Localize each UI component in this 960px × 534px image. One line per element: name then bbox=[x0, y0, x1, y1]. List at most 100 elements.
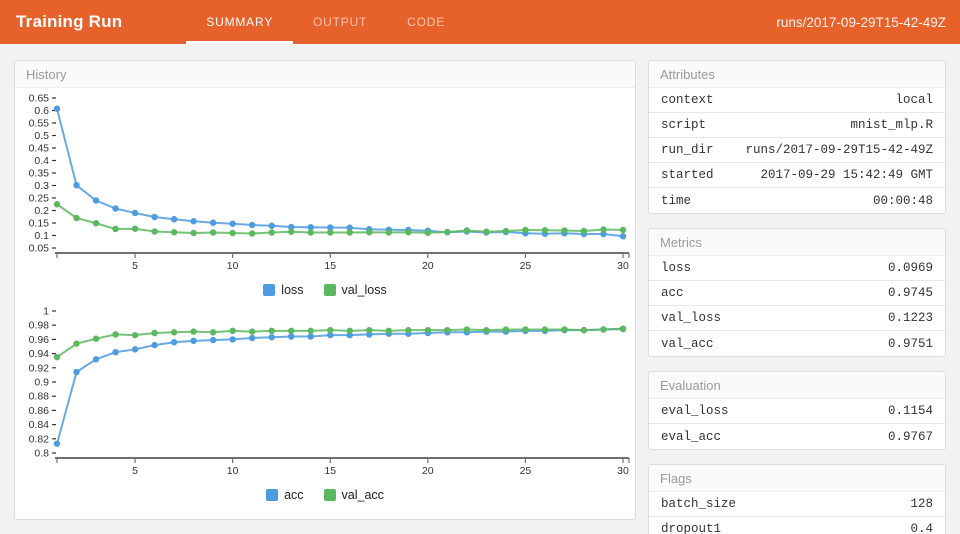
table-row: val_loss 0.1223 bbox=[649, 306, 945, 331]
table-row: eval_loss 0.1154 bbox=[649, 399, 945, 424]
row-value: mnist_mlp.R bbox=[850, 118, 933, 132]
top-bar: Training Run SUMMARY OUTPUT CODE runs/2017… bbox=[0, 0, 960, 44]
legend-item-val_loss[interactable]: val_loss bbox=[323, 283, 387, 297]
tab-summary[interactable]: SUMMARY bbox=[186, 0, 294, 44]
svg-text:15: 15 bbox=[324, 260, 336, 272]
svg-text:10: 10 bbox=[227, 465, 239, 477]
table-row: eval_acc 0.9767 bbox=[649, 424, 945, 449]
legend-swatch-icon bbox=[323, 489, 336, 501]
row-value: 0.9767 bbox=[887, 429, 933, 444]
svg-text:0.96: 0.96 bbox=[29, 334, 50, 346]
row-key: batch_size bbox=[661, 497, 737, 511]
card-title: Evaluation bbox=[649, 372, 945, 399]
history-charts: 0.65 0.6 0.55 0.5 0.45 0.4 0.35 0.3 0.25 0.2 0.15 0… bbox=[15, 88, 635, 506]
row-key: val_loss bbox=[661, 311, 722, 325]
row-value: local bbox=[895, 93, 933, 107]
loss-history-plot: 0.650.60.550.50.450.40.350.30.250.20.150… bbox=[29, 93, 630, 272]
accuracy-history-chart: 1 0.98 0.96 0.94 0.92 0.9 0.88 0.86 0.84 0.82 0.8 5… bbox=[15, 301, 635, 506]
card-title: Attributes bbox=[649, 61, 945, 88]
row-key: val_acc bbox=[661, 336, 714, 351]
card-metrics: Metrics loss 0.0969 acc 0.9745 val_loss 0.1223… bbox=[648, 228, 946, 357]
legend-item-val_acc[interactable]: val_acc bbox=[323, 488, 384, 502]
svg-text:15: 15 bbox=[324, 465, 336, 477]
svg-text:0.4: 0.4 bbox=[34, 155, 49, 167]
svg-text:25: 25 bbox=[520, 465, 532, 477]
svg-text:0.92: 0.92 bbox=[29, 362, 50, 374]
table-row: batch_size 128 bbox=[649, 492, 945, 517]
svg-text:0.84: 0.84 bbox=[29, 419, 50, 431]
svg-text:30: 30 bbox=[617, 260, 629, 272]
svg-text:0.3: 0.3 bbox=[34, 180, 49, 192]
row-value: 128 bbox=[910, 497, 933, 511]
svg-text:0.65: 0.65 bbox=[29, 93, 50, 105]
legend-label: val_acc bbox=[341, 488, 384, 502]
legend-item-acc[interactable]: acc bbox=[266, 488, 304, 502]
svg-text:20: 20 bbox=[422, 465, 434, 477]
row-value: 0.0969 bbox=[887, 261, 933, 275]
svg-text:0.05: 0.05 bbox=[29, 243, 50, 255]
svg-text:0.6: 0.6 bbox=[34, 105, 49, 117]
card-evaluation: Evaluation eval_loss 0.1154 eval_acc 0.9767 bbox=[648, 371, 946, 450]
tab-output[interactable]: OUTPUT bbox=[313, 15, 368, 29]
svg-text:0.45: 0.45 bbox=[29, 143, 50, 155]
svg-text:0.9: 0.9 bbox=[34, 377, 49, 389]
table-row: time 00:00:48 bbox=[649, 188, 945, 213]
card-flags: Flags batch_size 128 dropout1 0.4 bbox=[648, 464, 946, 534]
row-value: 0.1223 bbox=[887, 311, 933, 325]
row-value: 0.9751 bbox=[887, 336, 933, 351]
legend-swatch-icon bbox=[323, 284, 336, 296]
svg-text:0.55: 0.55 bbox=[29, 118, 50, 130]
legend-swatch-icon bbox=[266, 489, 279, 501]
svg-text:20: 20 bbox=[422, 260, 434, 272]
legend-label: acc bbox=[284, 488, 304, 502]
svg-text:0.94: 0.94 bbox=[29, 348, 50, 360]
accuracy-history-plot: 1 0.98 0.96 0.94 0.92 0.9 0.88 0.86 0.84 0.82 0.8 5… bbox=[29, 306, 630, 477]
svg-text:0.1: 0.1 bbox=[34, 230, 49, 242]
tab-code[interactable]: CODE bbox=[407, 15, 446, 29]
table-row: acc 0.9745 bbox=[649, 281, 945, 306]
row-key: eval_loss bbox=[661, 404, 729, 418]
svg-text:0.15: 0.15 bbox=[29, 218, 50, 230]
row-key: eval_acc bbox=[661, 429, 722, 444]
row-key: time bbox=[661, 193, 692, 208]
row-key: loss bbox=[661, 261, 692, 275]
loss-history-legend: loss val_loss bbox=[19, 279, 631, 301]
table-row: context local bbox=[649, 88, 945, 113]
svg-text:0.82: 0.82 bbox=[29, 433, 50, 445]
history-panel-title: History bbox=[15, 61, 635, 88]
row-value: 0.4 bbox=[910, 522, 933, 534]
legend-swatch-icon bbox=[263, 284, 276, 296]
table-row: script mnist_mlp.R bbox=[649, 113, 945, 138]
svg-text:25: 25 bbox=[520, 260, 532, 272]
row-value: runs/2017-09-29T15-42-49Z bbox=[745, 143, 933, 157]
accuracy-history-legend: acc val_acc bbox=[19, 484, 631, 506]
svg-text:0.88: 0.88 bbox=[29, 391, 50, 403]
svg-text:0.25: 0.25 bbox=[29, 193, 50, 205]
svg-text:0.35: 0.35 bbox=[29, 168, 50, 180]
row-value: 00:00:48 bbox=[872, 193, 933, 208]
row-value: 0.1154 bbox=[887, 404, 933, 418]
svg-text:10: 10 bbox=[227, 260, 239, 272]
row-key: run_dir bbox=[661, 143, 714, 157]
legend-label: loss bbox=[281, 283, 304, 297]
svg-text:5: 5 bbox=[132, 465, 138, 477]
svg-text:0.2: 0.2 bbox=[34, 205, 49, 217]
history-panel: History 0.65 0.6 0.55 0.5 0.45 0.4 0.35 0.3 0.25… bbox=[14, 60, 636, 520]
tab-bar: SUMMARY OUTPUT CODE bbox=[186, 0, 465, 44]
svg-text:0.98: 0.98 bbox=[29, 320, 50, 332]
table-row: started 2017-09-29 15:42:49 GMT bbox=[649, 163, 945, 188]
card-title: Flags bbox=[649, 465, 945, 492]
row-key: script bbox=[661, 118, 707, 132]
table-row: val_acc 0.9751 bbox=[649, 331, 945, 356]
svg-text:30: 30 bbox=[617, 465, 629, 477]
legend-item-loss[interactable]: loss bbox=[263, 283, 304, 297]
row-key: started bbox=[661, 168, 714, 182]
table-row: loss 0.0969 bbox=[649, 256, 945, 281]
app-title: Training Run bbox=[16, 12, 123, 31]
legend-label: val_loss bbox=[341, 283, 387, 297]
row-key: dropout1 bbox=[661, 522, 722, 534]
card-title: Metrics bbox=[649, 229, 945, 256]
row-key: acc bbox=[661, 286, 684, 300]
svg-text:0.8: 0.8 bbox=[34, 448, 49, 460]
